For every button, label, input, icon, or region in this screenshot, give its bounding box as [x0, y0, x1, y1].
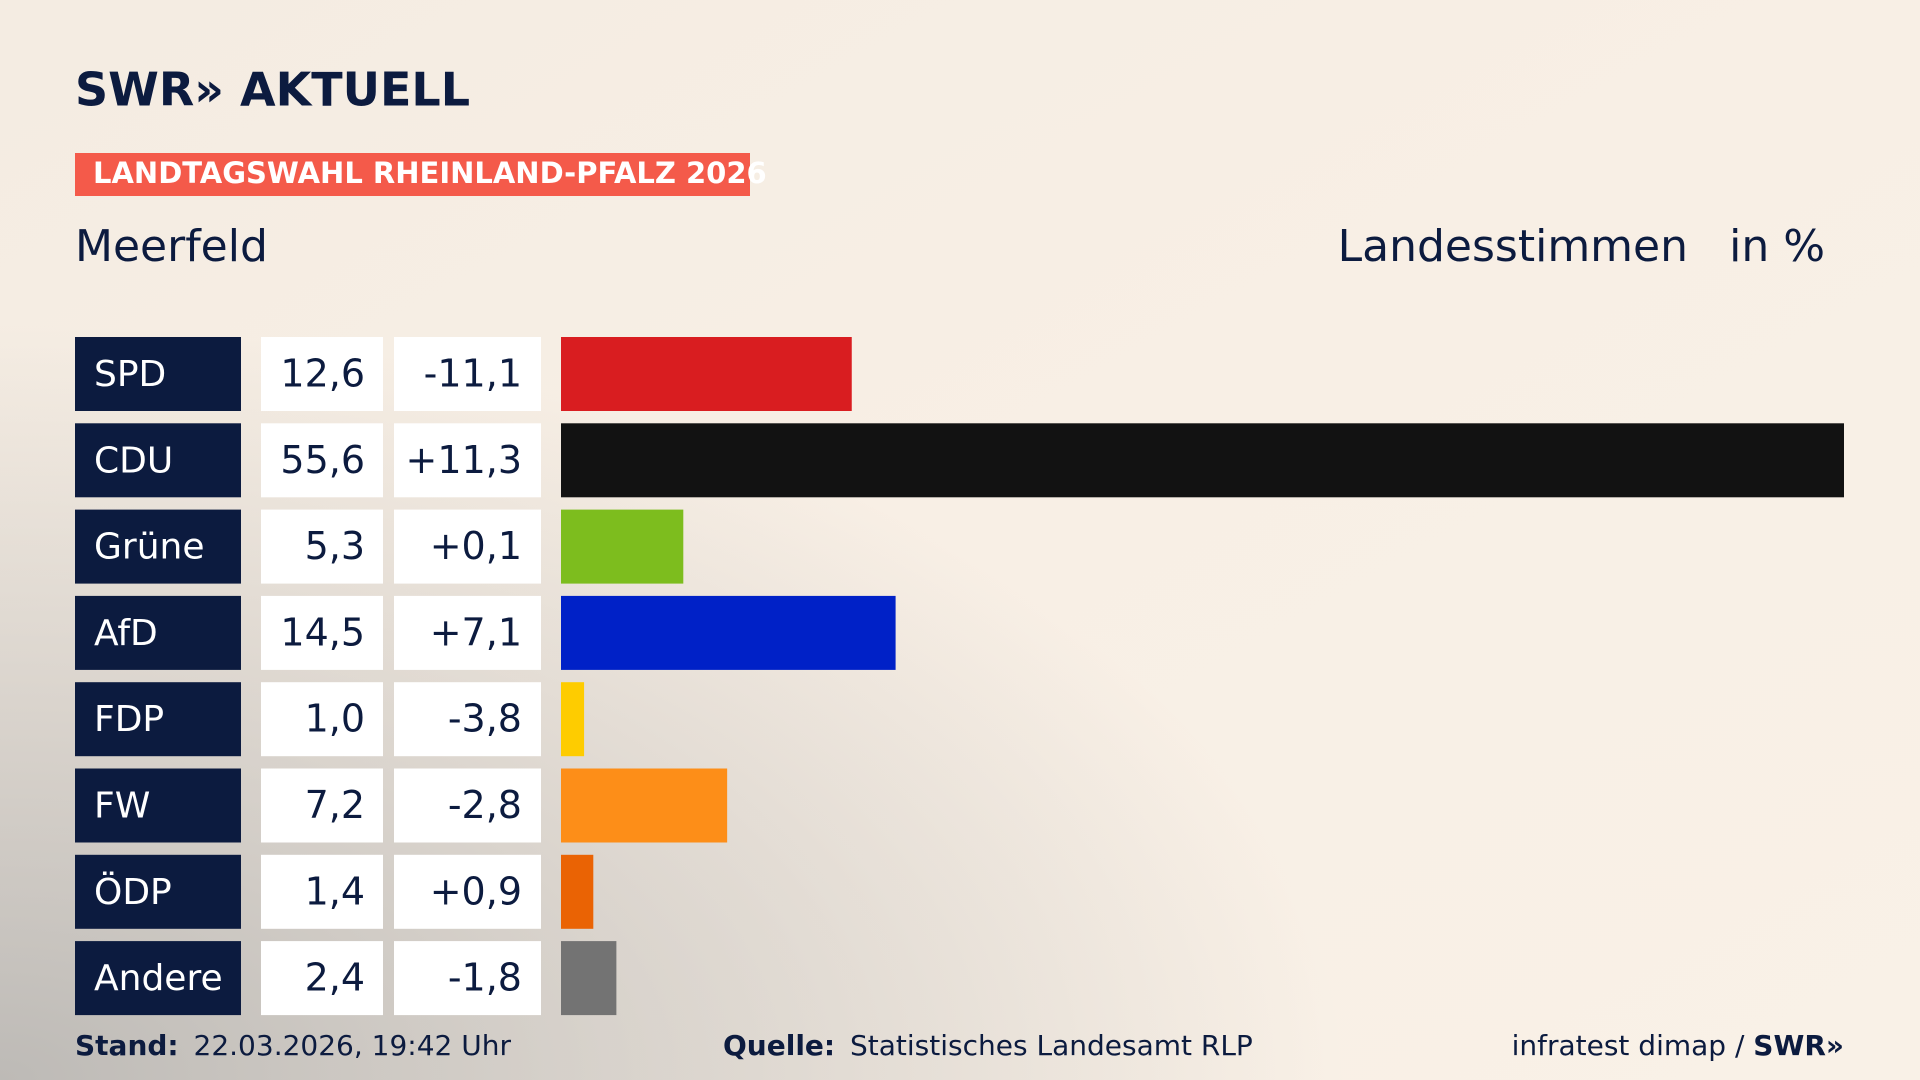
stand-label: Stand: — [75, 1029, 179, 1062]
value-box — [261, 941, 383, 1016]
change-label: +7,1 — [430, 610, 522, 654]
value-label: 14,5 — [280, 610, 365, 654]
party-label: ÖDP — [94, 871, 172, 913]
party-label: Andere — [94, 958, 223, 999]
change-label: -11,1 — [424, 352, 522, 396]
bar — [561, 768, 728, 843]
value-label: 55,6 — [280, 438, 365, 482]
change-box — [394, 595, 541, 670]
change-box — [394, 423, 541, 498]
bar — [561, 423, 1844, 498]
bar — [561, 854, 594, 929]
change-label: +11,3 — [406, 438, 522, 482]
value-label: 1,4 — [305, 869, 365, 913]
bar — [561, 595, 896, 670]
party-box — [75, 854, 241, 929]
party-label: FW — [94, 786, 150, 827]
chart-title: LANDTAGSWAHL RHEINLAND-PFALZ 2026 — [93, 156, 767, 190]
value-box — [261, 423, 383, 498]
change-box — [394, 682, 541, 757]
credit-logo: SWR» — [1753, 1029, 1844, 1062]
change-box — [394, 509, 541, 584]
value-box — [261, 509, 383, 584]
banner — [75, 153, 750, 196]
party-box — [75, 337, 241, 411]
party-box — [75, 595, 241, 670]
change-box — [394, 941, 541, 1016]
party-box — [75, 941, 241, 1016]
value-label: 2,4 — [305, 956, 365, 1000]
party-box — [75, 682, 241, 757]
value-box — [261, 337, 383, 411]
change-label: +0,1 — [430, 524, 522, 568]
value-box — [261, 595, 383, 670]
party-label: SPD — [94, 354, 166, 395]
bar — [561, 682, 585, 757]
change-label: -2,8 — [448, 783, 522, 827]
value-box — [261, 768, 383, 843]
source: Quelle: Statistisches Landesamt RLP — [723, 1029, 1253, 1062]
party-box — [75, 768, 241, 843]
logo: SWR» AKTUELL — [75, 63, 470, 117]
bar — [561, 941, 617, 1016]
measure-label: Landesstimmen — [1338, 221, 1688, 272]
bar — [561, 509, 684, 584]
credit: infratest dimap / SWR» — [1512, 1029, 1844, 1062]
change-label: -1,8 — [448, 956, 522, 1000]
unit-label: in % — [1729, 221, 1825, 272]
change-box — [394, 337, 541, 411]
party-label: FDP — [94, 699, 164, 740]
party-box — [75, 423, 241, 498]
value-label: 5,3 — [305, 524, 365, 568]
party-label: Grüne — [94, 527, 204, 568]
value-label: 1,0 — [305, 697, 365, 741]
party-label: AfD — [94, 613, 158, 654]
value-label: 7,2 — [305, 783, 365, 827]
change-label: -3,8 — [448, 697, 522, 741]
stand: Stand: 22.03.2026, 19:42 Uhr — [75, 1029, 511, 1062]
change-box — [394, 854, 541, 929]
source-label: Quelle: — [723, 1029, 835, 1062]
value-label: 12,6 — [280, 352, 365, 396]
party-box — [75, 509, 241, 584]
party-label: CDU — [94, 440, 173, 481]
change-label: +0,9 — [430, 869, 522, 913]
subtitle: Meerfeld — [75, 221, 268, 272]
stand-value: 22.03.2026, 19:42 Uhr — [194, 1029, 512, 1062]
change-box — [394, 768, 541, 843]
source-value: Statistisches Landesamt RLP — [850, 1029, 1253, 1062]
credit-text: infratest dimap / — [1512, 1029, 1754, 1062]
value-box — [261, 854, 383, 929]
bar — [561, 337, 852, 411]
value-box — [261, 682, 383, 757]
